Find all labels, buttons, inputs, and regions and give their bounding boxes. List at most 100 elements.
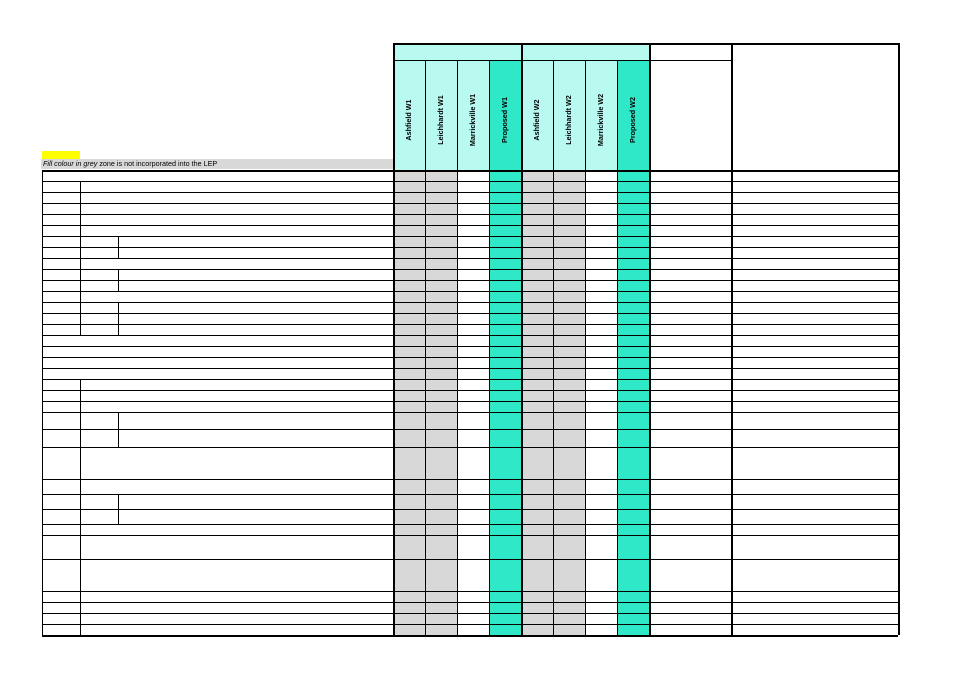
grid-line — [42, 524, 80, 525]
grid-line — [42, 357, 898, 358]
column-header-bg — [425, 60, 457, 170]
grid-line — [80, 559, 898, 560]
column-header-marrickville-w2: Marrickville W2 — [596, 93, 605, 147]
grid-line — [118, 324, 898, 325]
grid-line — [42, 170, 43, 635]
column-header-ashfield-w2: Ashfield W2 — [532, 99, 541, 141]
column-body-bg — [617, 170, 649, 635]
grid-line — [42, 390, 80, 391]
grid-line — [80, 258, 898, 259]
column-body-bg — [489, 170, 521, 635]
grid-line — [42, 214, 80, 215]
grid-line — [393, 43, 898, 45]
grid-line — [80, 401, 898, 402]
grid-line — [118, 302, 119, 313]
grid-line — [80, 479, 81, 494]
grid-line — [42, 447, 80, 448]
grid-line — [80, 535, 898, 536]
grid-line — [80, 535, 81, 559]
grid-line — [80, 613, 898, 614]
grid-line — [80, 429, 81, 447]
grid-line — [731, 43, 733, 635]
column-header-leichhardt-w2: Leichhardt W2 — [564, 95, 573, 145]
grid-line — [80, 269, 81, 280]
column-header-ashfield-w1: Ashfield W1 — [404, 99, 413, 141]
grid-line — [118, 494, 898, 495]
legend-footnote-bg — [41, 159, 393, 169]
grid-line — [118, 412, 119, 429]
grid-line — [118, 509, 898, 510]
grid-line — [80, 258, 81, 269]
grid-line — [898, 43, 900, 635]
column-header-leichhardt-w1: Leichhardt W1 — [436, 95, 445, 145]
grid-line — [118, 269, 119, 280]
grid-line — [649, 43, 651, 635]
grid-line — [617, 60, 618, 635]
grid-line — [80, 379, 81, 390]
grid-line — [80, 602, 898, 603]
grid-line — [80, 291, 81, 302]
grid-line — [118, 236, 119, 247]
grid-line — [42, 170, 898, 172]
grid-line — [42, 401, 80, 402]
grid-line — [80, 509, 81, 524]
grid-line — [42, 479, 80, 480]
grid-line — [118, 412, 898, 413]
column-header-marrickville-w1: Marrickville W1 — [468, 93, 477, 147]
grid-line — [80, 203, 81, 214]
grid-line — [118, 313, 898, 314]
grid-line — [80, 225, 898, 226]
grid-line — [80, 559, 81, 591]
grid-line — [80, 494, 81, 509]
w2-header-bg — [521, 43, 649, 60]
legend-footnote: Fill colour in grey zone is not incorpor… — [43, 159, 217, 169]
grid-line — [42, 335, 898, 336]
grid-line — [42, 203, 80, 204]
column-body-bg — [393, 170, 425, 635]
grid-line — [80, 181, 898, 182]
grid-line — [80, 313, 81, 324]
grid-line — [42, 535, 80, 536]
grid-line — [118, 313, 119, 324]
grid-line — [80, 602, 81, 613]
grid-line — [118, 269, 898, 270]
grid-line — [80, 225, 81, 236]
grid-line — [42, 291, 80, 292]
grid-line — [118, 280, 898, 281]
grid-line — [118, 247, 898, 248]
grid-line — [457, 60, 458, 635]
grid-line — [42, 258, 80, 259]
legend-yellow-swatch — [42, 150, 80, 161]
grid-line — [42, 192, 80, 193]
column-body-bg — [521, 170, 553, 635]
grid-line — [80, 214, 81, 225]
grid-line — [80, 302, 81, 313]
grid-line — [42, 559, 80, 560]
grid-line — [42, 379, 80, 380]
grid-line — [80, 624, 898, 625]
grid-line — [489, 60, 490, 635]
column-header-bg — [393, 60, 425, 170]
grid-line — [80, 624, 81, 635]
grid-line — [80, 324, 81, 335]
grid-line — [80, 401, 81, 412]
grid-line — [80, 524, 81, 535]
grid-line — [80, 447, 81, 479]
grid-line — [80, 379, 898, 380]
grid-line — [425, 60, 426, 635]
grid-line — [118, 494, 119, 509]
grid-line — [118, 509, 119, 524]
grid-line — [80, 591, 81, 602]
grid-line — [42, 613, 80, 614]
grid-line — [42, 591, 80, 592]
grid-line — [80, 203, 898, 204]
column-header-bg — [617, 60, 649, 170]
grid-line — [118, 429, 119, 447]
grid-line — [42, 225, 80, 226]
footnote-rest: zone is not incorporated into the LEP — [97, 159, 218, 168]
grid-line — [80, 613, 81, 624]
grid-line — [118, 236, 898, 237]
column-header-proposed-w1: Proposed W1 — [500, 97, 509, 143]
grid-line — [80, 291, 898, 292]
